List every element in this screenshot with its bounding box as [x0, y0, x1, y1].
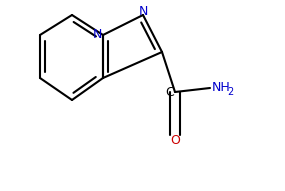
Text: 2: 2 [227, 87, 233, 97]
Text: N: N [138, 5, 148, 18]
Text: N: N [92, 28, 102, 40]
Text: NH: NH [212, 80, 231, 94]
Text: C: C [166, 86, 174, 99]
Text: O: O [170, 134, 180, 146]
